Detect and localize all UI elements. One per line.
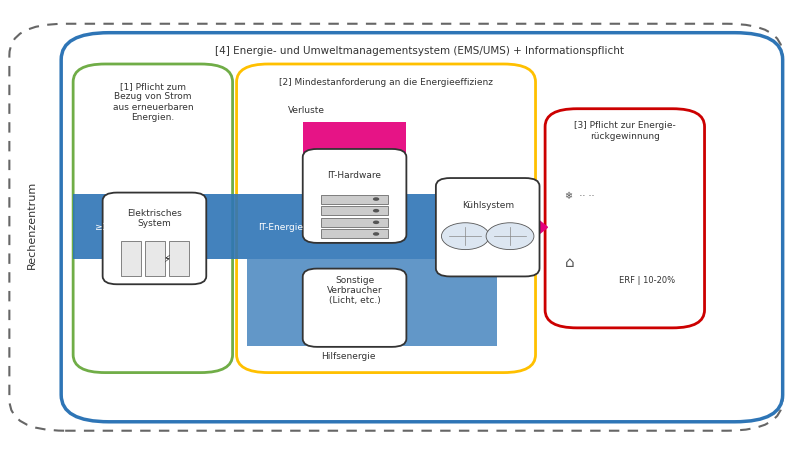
FancyBboxPatch shape <box>436 178 539 276</box>
Circle shape <box>373 197 379 201</box>
Text: IT-Energie: IT-Energie <box>258 223 303 232</box>
Text: [3] Pflicht zur Energie-
rückgewinnung: [3] Pflicht zur Energie- rückgewinnung <box>574 122 676 141</box>
FancyBboxPatch shape <box>302 269 406 347</box>
FancyBboxPatch shape <box>102 193 206 284</box>
Circle shape <box>442 223 490 250</box>
Text: Rechenzentrum: Rechenzentrum <box>26 181 37 269</box>
Bar <box>321 218 388 227</box>
Bar <box>321 194 388 203</box>
Text: ⌂: ⌂ <box>565 255 574 270</box>
Text: ≥300 kW: ≥300 kW <box>94 223 136 232</box>
Circle shape <box>373 220 379 224</box>
Text: Kühlsystem: Kühlsystem <box>462 201 514 210</box>
Text: [1] Pflicht zum
Bezug von Strom
aus erneuerbaren
Energien.: [1] Pflicht zum Bezug von Strom aus erne… <box>113 82 193 122</box>
Text: IT-Hardware: IT-Hardware <box>327 171 382 180</box>
Bar <box>321 206 388 215</box>
Text: Hilfsenergie: Hilfsenergie <box>321 352 375 361</box>
Text: [4] Energie- und Umweltmanagementsystem (EMS/UMS) + Informationspflicht: [4] Energie- und Umweltmanagementsystem … <box>215 46 625 57</box>
Text: Elektrisches
System: Elektrisches System <box>127 208 182 228</box>
Bar <box>145 241 165 276</box>
Bar <box>247 259 498 346</box>
Bar <box>121 241 141 276</box>
Text: ⚡: ⚡ <box>163 253 170 264</box>
Text: ❄  ·· ··: ❄ ·· ·· <box>565 191 594 202</box>
Text: ERF | 10-20%: ERF | 10-20% <box>619 276 675 285</box>
Bar <box>302 122 406 194</box>
FancyArrow shape <box>498 208 547 246</box>
Circle shape <box>373 232 379 236</box>
Circle shape <box>486 223 534 250</box>
Text: Verluste: Verluste <box>288 107 326 116</box>
Text: [2] Mindestanforderung an die Energieeffizienz: [2] Mindestanforderung an die Energieeff… <box>278 78 493 87</box>
FancyBboxPatch shape <box>302 149 406 243</box>
Text: Sonstige
Verbraucher
(Licht, etc.): Sonstige Verbraucher (Licht, etc.) <box>326 275 382 306</box>
Bar <box>73 194 535 259</box>
Bar <box>169 241 189 276</box>
Circle shape <box>373 209 379 212</box>
Bar <box>321 230 388 238</box>
